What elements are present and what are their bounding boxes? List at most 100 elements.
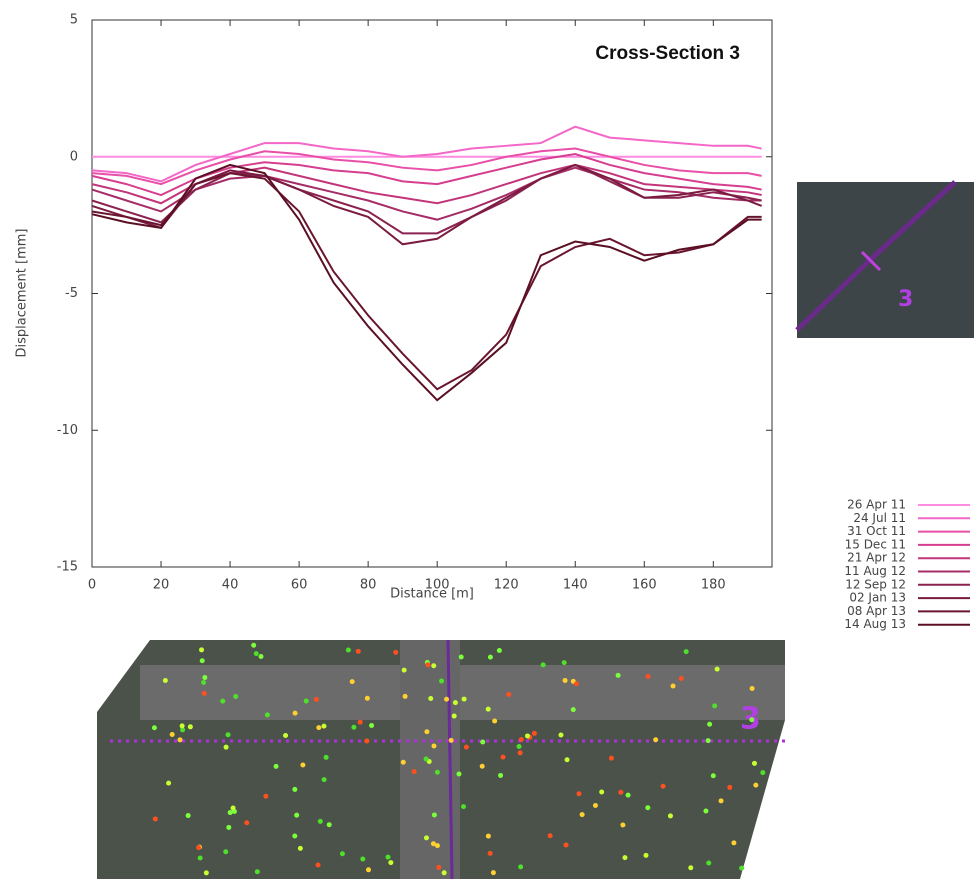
photo-dot <box>231 806 236 811</box>
photo-dot <box>541 662 546 667</box>
photo-dot <box>365 696 370 701</box>
photo-dot <box>703 809 708 814</box>
photo-dot <box>618 790 623 795</box>
photo-dot <box>436 865 441 870</box>
photo-dot <box>428 696 433 701</box>
y-tick-label: -10 <box>57 423 78 438</box>
legend-label: 14 Aug 13 <box>844 617 906 631</box>
photo-dot <box>498 773 503 778</box>
plot-frame <box>92 20 772 567</box>
legend-label: 26 Apr 11 <box>847 498 906 512</box>
photo-dot <box>424 729 429 734</box>
photo-dot <box>324 755 329 760</box>
x-tick-label: 100 <box>425 578 450 593</box>
photo-dot <box>298 846 303 851</box>
photo-dot <box>233 694 238 699</box>
chart-title: Cross-Section 3 <box>595 43 740 64</box>
photo-dot <box>668 813 673 818</box>
photo-dot <box>620 822 625 827</box>
photo-dot <box>576 791 581 796</box>
photo-dot <box>316 862 321 867</box>
photo-dot <box>688 865 693 870</box>
photo-dot <box>580 812 585 817</box>
photo-dot <box>356 649 361 654</box>
legend-label: 11 Aug 12 <box>844 564 906 578</box>
photo-dot <box>715 667 720 672</box>
photo-dot <box>706 861 711 866</box>
photo-dot <box>300 763 305 768</box>
y-axis-label: Displacement [mm] <box>15 229 30 358</box>
photo-dot <box>461 804 466 809</box>
photo-dot <box>202 691 207 696</box>
photo-dot <box>616 673 621 678</box>
photo-dot <box>346 647 351 652</box>
photo-dot <box>464 745 469 750</box>
photo-dot <box>712 703 717 708</box>
photo-dot <box>424 757 429 762</box>
photo-dot <box>456 771 461 776</box>
x-tick-label: 60 <box>291 578 308 593</box>
photo-dot <box>622 855 627 860</box>
photo-dot <box>201 680 206 685</box>
x-tick-label: 180 <box>701 578 726 593</box>
photo-dot <box>439 679 444 684</box>
photo-dot <box>519 737 524 742</box>
photo-dot <box>760 770 765 775</box>
photo-dot <box>424 835 429 840</box>
photo-dot <box>599 790 604 795</box>
photo-dot <box>170 732 175 737</box>
photo-dot <box>609 756 614 761</box>
photo-dot <box>753 783 758 788</box>
photo-dot <box>518 864 523 869</box>
photo-dot <box>711 773 716 778</box>
photo-dot <box>706 738 711 743</box>
photo-dot <box>360 856 365 861</box>
photo-dot <box>548 833 553 838</box>
x-tick-label: 140 <box>563 578 588 593</box>
x-tick-label: 40 <box>222 578 239 593</box>
legend-label: 24 Jul 11 <box>853 511 906 525</box>
photo-dot <box>321 724 326 729</box>
photo-dot <box>739 866 744 871</box>
photo-dot <box>340 851 345 856</box>
photo-dot <box>749 717 754 722</box>
photo-dot <box>562 660 567 665</box>
photo-dot <box>322 777 327 782</box>
page: {"chart_data":{"type":"line","title":"Cr… <box>0 0 974 879</box>
photo-dot <box>293 711 298 716</box>
x-tick-label: 0 <box>88 578 96 593</box>
photo-dot <box>532 731 537 736</box>
photo-dot <box>444 697 449 702</box>
photo-dot <box>558 733 563 738</box>
photo-dot <box>684 649 689 654</box>
x-tick-label: 120 <box>494 578 519 593</box>
photo-dot <box>727 785 732 790</box>
y-tick-label: 0 <box>70 149 78 164</box>
photo-dot <box>731 840 736 845</box>
photo-dot <box>653 737 658 742</box>
photo-dot <box>593 803 598 808</box>
legend-label: 02 Jan 13 <box>849 591 906 605</box>
photo-dot <box>358 720 363 725</box>
photo-dot <box>401 760 406 765</box>
legend-label: 08 Apr 13 <box>847 604 906 618</box>
photo-dot <box>178 737 183 742</box>
photo-dot <box>228 810 233 815</box>
photo-dot <box>386 855 391 860</box>
photo-dot <box>198 856 203 861</box>
photo-dot <box>497 648 502 653</box>
photo-dot <box>393 650 398 655</box>
photo-dot <box>226 732 231 737</box>
photo-dot <box>188 724 193 729</box>
photo-dot <box>645 805 650 810</box>
photo-dot <box>431 744 436 749</box>
photo-dot <box>292 787 297 792</box>
photo-dot <box>517 744 522 749</box>
photo-dot <box>750 686 755 691</box>
photo-dot <box>671 684 676 689</box>
y-tick-label: 5 <box>70 13 78 28</box>
legend-label: 31 Oct 11 <box>847 524 906 538</box>
photo-dot <box>486 834 491 839</box>
photo-dot <box>200 658 205 663</box>
photo-dot <box>564 843 569 848</box>
